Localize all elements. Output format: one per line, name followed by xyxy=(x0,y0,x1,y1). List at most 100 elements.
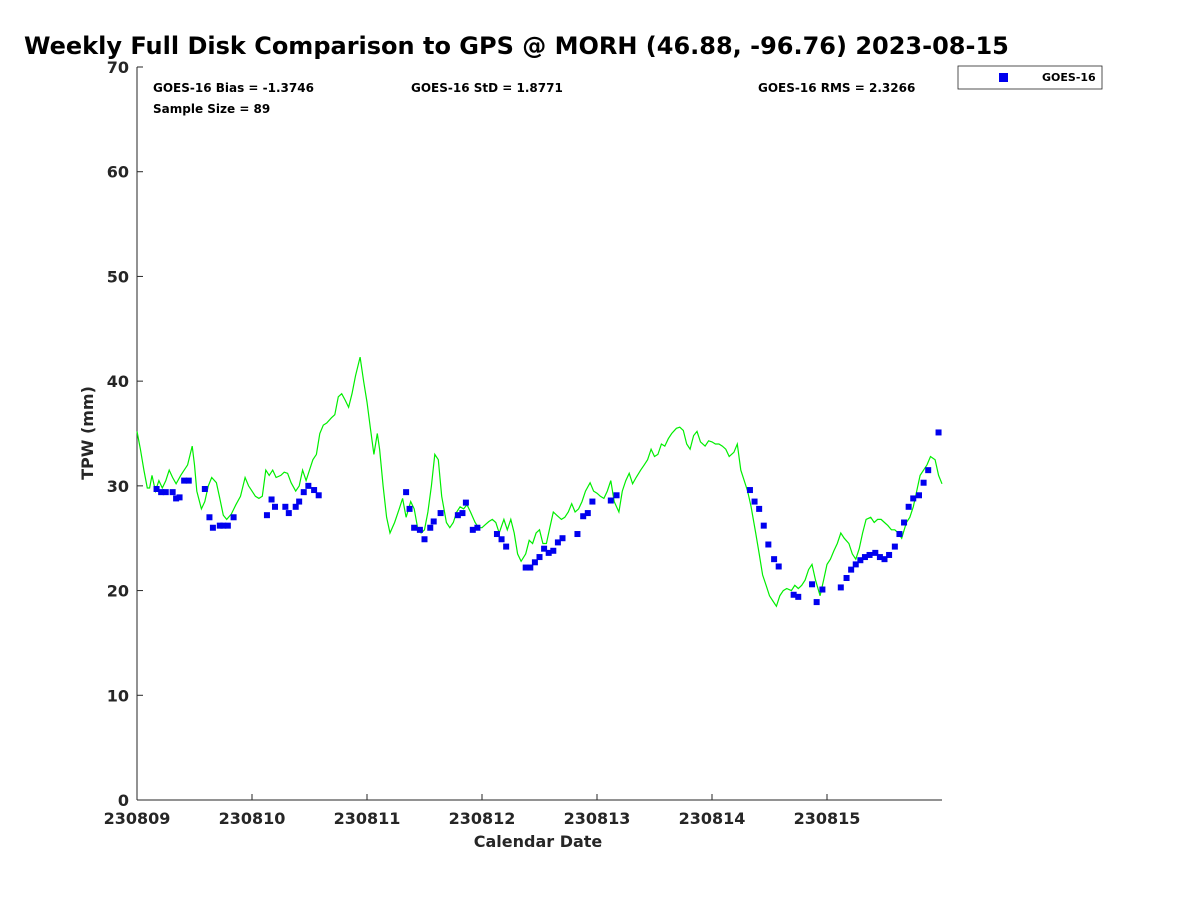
goes16-point xyxy=(881,556,888,563)
goes16-point xyxy=(891,543,898,550)
goes16-point xyxy=(209,524,216,531)
stat-sample-size: Sample Size = 89 xyxy=(153,102,270,116)
goes16-point xyxy=(176,494,183,501)
goes16-point xyxy=(861,554,868,561)
y-tick-label: 70 xyxy=(107,58,129,77)
x-tick-label: 230809 xyxy=(104,809,171,828)
plot-frame xyxy=(137,67,942,800)
x-tick-label: 230814 xyxy=(679,809,746,828)
goes16-point xyxy=(925,467,932,474)
goes16-point xyxy=(503,543,510,550)
y-tick-label: 10 xyxy=(107,686,129,705)
goes16-point xyxy=(765,541,772,548)
goes16-point xyxy=(185,477,192,484)
goes16-point xyxy=(300,489,307,496)
goes16-point xyxy=(263,512,270,519)
goes16-point xyxy=(554,539,561,546)
y-tick-label: 20 xyxy=(107,582,129,601)
y-axis-label: TPW (mm) xyxy=(78,386,97,480)
goes16-point xyxy=(406,505,413,512)
y-tick-label: 0 xyxy=(118,791,129,810)
goes16-point xyxy=(158,489,165,496)
x-tick-label: 230811 xyxy=(334,809,401,828)
goes16-point xyxy=(837,584,844,591)
gps-series-line xyxy=(136,356,943,608)
goes16-point xyxy=(872,549,879,556)
goes16-point xyxy=(795,593,802,600)
goes16-point xyxy=(886,551,893,558)
goes16-point xyxy=(589,498,596,505)
goes16-point xyxy=(403,489,410,496)
goes-points-layer xyxy=(153,429,942,606)
gps-line-layer xyxy=(136,356,943,608)
goes16-point xyxy=(220,522,227,529)
x-axis-label: Calendar Date xyxy=(474,832,603,851)
goes16-point xyxy=(866,551,873,558)
y-tick-label: 50 xyxy=(107,267,129,286)
goes16-point xyxy=(292,503,299,510)
goes16-point xyxy=(607,497,614,504)
goes16-point xyxy=(536,554,543,561)
goes16-point xyxy=(522,564,529,571)
x-tick-label: 230812 xyxy=(449,809,516,828)
goes16-point xyxy=(790,591,797,598)
goes16-point xyxy=(498,536,505,543)
goes16-point xyxy=(421,536,428,543)
goes16-point xyxy=(181,477,188,484)
goes16-point xyxy=(935,429,942,436)
goes16-point xyxy=(896,531,903,538)
goes16-point xyxy=(416,526,423,533)
y-ticks: 0 10 20 30 40 50 60 70 xyxy=(107,58,143,810)
goes16-point xyxy=(427,524,434,531)
goes16-point xyxy=(206,514,213,521)
goes16-point xyxy=(469,526,476,533)
goes16-point xyxy=(272,503,278,510)
plot-area: 0 10 20 30 40 50 60 70 230809 230810 230811 230812… xyxy=(104,58,943,828)
stat-bias: GOES-16 Bias = -1.3746 xyxy=(153,81,314,95)
y-tick-label: 30 xyxy=(107,477,129,496)
goes16-point xyxy=(775,563,782,570)
y-tick-label: 40 xyxy=(107,372,129,391)
chart-title: Weekly Full Disk Comparison to GPS @ MOR… xyxy=(24,32,1009,60)
goes16-point xyxy=(910,495,917,502)
stat-rms: GOES-16 RMS = 2.3266 xyxy=(758,81,915,95)
legend: GOES-16 xyxy=(957,65,1103,90)
goes16-point xyxy=(852,561,859,568)
goes16-point xyxy=(268,496,275,503)
goes16-point xyxy=(411,524,418,531)
goes16-point xyxy=(751,498,758,505)
goes16-point xyxy=(574,531,581,538)
goes16-point xyxy=(153,485,160,492)
goes16-point xyxy=(857,557,864,564)
goes16-point xyxy=(545,549,552,556)
goes16-point xyxy=(296,498,303,505)
goes16-point xyxy=(613,492,620,499)
goes16-point xyxy=(527,564,534,571)
goes16-point xyxy=(454,512,461,519)
goes16-point xyxy=(843,575,850,582)
goes16-point xyxy=(848,566,855,573)
goes16-point xyxy=(493,531,500,538)
goes16-point xyxy=(580,513,587,520)
goes16-point xyxy=(531,559,538,566)
goes16-point xyxy=(905,503,912,510)
legend-label-goes16: GOES-16 xyxy=(1042,71,1096,84)
goes16-point xyxy=(462,499,469,506)
goes16-point xyxy=(813,599,820,606)
legend-marker-goes16 xyxy=(999,73,1008,82)
goes16-point xyxy=(230,514,237,521)
goes16-point xyxy=(916,492,922,499)
goes16-point xyxy=(920,479,927,486)
goes16-point xyxy=(285,510,292,517)
x-tick-label: 230810 xyxy=(219,809,286,828)
goes16-point xyxy=(169,489,176,496)
goes16-point xyxy=(559,535,566,542)
goes16-point xyxy=(437,510,444,517)
goes16-point xyxy=(216,522,223,529)
goes16-point xyxy=(282,503,289,510)
goes16-point xyxy=(162,489,169,496)
goes16-point xyxy=(584,510,591,517)
goes16-point xyxy=(876,554,883,561)
goes16-point xyxy=(746,487,753,494)
